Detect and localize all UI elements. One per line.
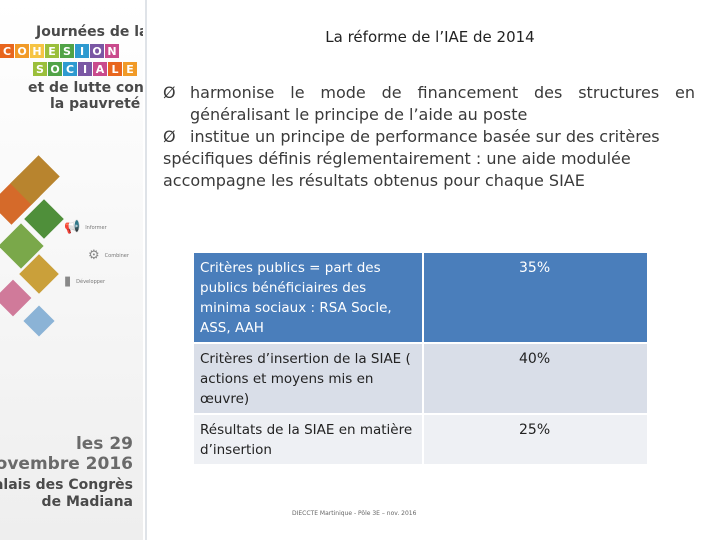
letter-tile: S bbox=[60, 44, 74, 58]
criteria-label: Critères d’insertion de la SIAE ( action… bbox=[192, 342, 424, 415]
arrow-bullet-icon: Ø bbox=[163, 83, 176, 102]
table-row: Résultats de la SIAE en matière d’insert… bbox=[192, 413, 649, 466]
venue-line2: de Madiana bbox=[41, 494, 133, 510]
bullet-item-1: Ø harmonise le mode de financement des s… bbox=[163, 83, 695, 102]
footer-source: DIECCTE Martinique - Pôle 3E – nov. 2016 bbox=[292, 510, 417, 517]
letter-tile: S bbox=[33, 62, 47, 76]
letter-tile: O bbox=[48, 62, 62, 76]
letter-tile: H bbox=[30, 44, 44, 58]
bullet-item-1-cont: généralisant le principe de l’aide au po… bbox=[190, 105, 528, 124]
bar-chart-icon: ▮ bbox=[64, 274, 72, 289]
gear-icon: ⚙ bbox=[88, 248, 100, 263]
icon-row-inform: 📢 Informer bbox=[64, 220, 107, 235]
criteria-weight: 25% bbox=[422, 413, 649, 466]
letter-tile: E bbox=[45, 44, 59, 58]
banner-divider bbox=[145, 0, 147, 540]
megaphone-icon: 📢 bbox=[64, 220, 81, 235]
slide-title: La réforme de l’IAE de 2014 bbox=[325, 28, 535, 46]
banner-line-journees: Journées de la bbox=[36, 24, 143, 40]
icon-row-develop: ▮ Développer bbox=[64, 274, 106, 289]
criteria-weight: 35% bbox=[422, 251, 649, 344]
bullet-item-2: Ø institue un principe de performance ba… bbox=[163, 127, 660, 146]
letter-tile: N bbox=[105, 44, 119, 58]
event-date-line2: et 30 novembre 2016 bbox=[0, 454, 133, 474]
arrow-bullet-icon: Ø bbox=[163, 127, 176, 146]
table-row: Critères d’insertion de la SIAE ( action… bbox=[192, 342, 649, 415]
letter-tile: L bbox=[108, 62, 122, 76]
table-row: Critères publics = part des publics béné… bbox=[192, 251, 649, 344]
letter-tile: O bbox=[90, 44, 104, 58]
letter-tile: E bbox=[123, 62, 137, 76]
icon-row-combine: ⚙ Combiner bbox=[88, 248, 129, 263]
letter-tile: C bbox=[63, 62, 77, 76]
criteria-label: Critères publics = part des publics béné… bbox=[192, 251, 424, 344]
letter-tile: C bbox=[0, 44, 14, 58]
bullet-list: Ø harmonise le mode de financement des s… bbox=[163, 82, 695, 192]
banner-line-pauvrete: la pauvreté bbox=[50, 96, 141, 112]
banner-line-lutte: et de lutte contre bbox=[28, 80, 143, 96]
bullet-item-2-cont: accompagne les résultats obtenus pour ch… bbox=[163, 171, 585, 190]
criteria-weight: 40% bbox=[422, 342, 649, 415]
venue-line1: Palais des Congrès bbox=[0, 477, 133, 493]
letter-tile: I bbox=[78, 62, 92, 76]
criteria-label: Résultats de la SIAE en matière d’insert… bbox=[192, 413, 424, 466]
event-date-line1: les 29 bbox=[75, 434, 133, 454]
criteria-table: Critères publics = part des publics béné… bbox=[192, 251, 649, 466]
photo-mosaic bbox=[0, 155, 64, 360]
letter-tile: A bbox=[93, 62, 107, 76]
bullet-item-2-cont: spécifiques définis réglementairement : … bbox=[163, 149, 631, 168]
letter-tile: O bbox=[15, 44, 29, 58]
letter-tile: I bbox=[75, 44, 89, 58]
